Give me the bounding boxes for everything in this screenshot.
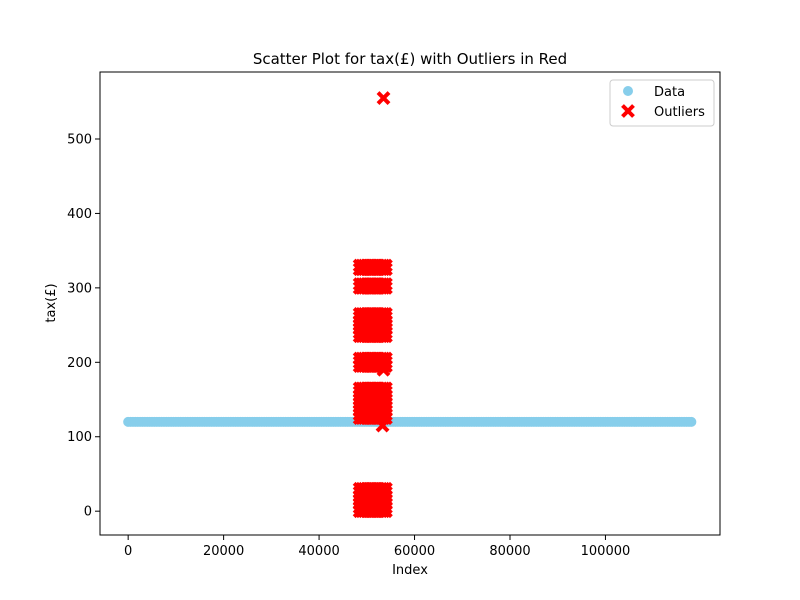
outlier-point-335	[378, 277, 393, 292]
outlier-point-359	[378, 258, 393, 273]
x-tick-label: 60000	[394, 544, 435, 559]
points-layer	[123, 91, 697, 519]
outlier-point-83	[378, 481, 393, 496]
x-tick-label: 0	[124, 544, 132, 559]
outlier-point-360	[376, 91, 391, 105]
y-tick-label: 400	[67, 207, 92, 222]
y-tick-label: 100	[67, 430, 92, 445]
outlier-point-364	[355, 280, 369, 295]
legend-data-marker	[623, 86, 633, 96]
legend-label-outliers: Outliers	[654, 105, 705, 120]
outlier-point-361	[376, 362, 391, 377]
y-tick-label: 500	[67, 132, 92, 147]
x-tick-label: 80000	[489, 544, 530, 559]
legend: Data Outliers	[609, 79, 715, 127]
outlier-point-227	[378, 351, 393, 366]
x-axis-label: Index	[392, 563, 428, 578]
x-tick-label: 100000	[581, 544, 631, 559]
y-axis-label: tax(£)	[44, 283, 59, 322]
y-tick-label: 0	[84, 505, 92, 520]
outlier-point-362	[375, 418, 390, 433]
y-tick-label: 200	[67, 356, 92, 371]
chart-title: Scatter Plot for tax(£) with Outliers in…	[253, 50, 567, 68]
x-tick-label: 40000	[298, 544, 339, 559]
legend-x-marker	[621, 104, 635, 118]
x-tick-label: 20000	[203, 544, 244, 559]
y-tick-label: 300	[67, 281, 92, 296]
outlier-point-311	[378, 307, 393, 321]
legend-frame	[609, 79, 715, 127]
outlier-point-191	[378, 381, 393, 396]
plot-frame	[99, 71, 721, 536]
data-point-236	[686, 416, 697, 427]
legend-label-data: Data	[654, 85, 685, 100]
outlier-point-363	[355, 262, 369, 277]
legend-outlier-marker	[621, 104, 635, 118]
axes-layer: 0 20000 40000 60000 80000 100000 0 100 200 300 400…	[67, 132, 630, 559]
